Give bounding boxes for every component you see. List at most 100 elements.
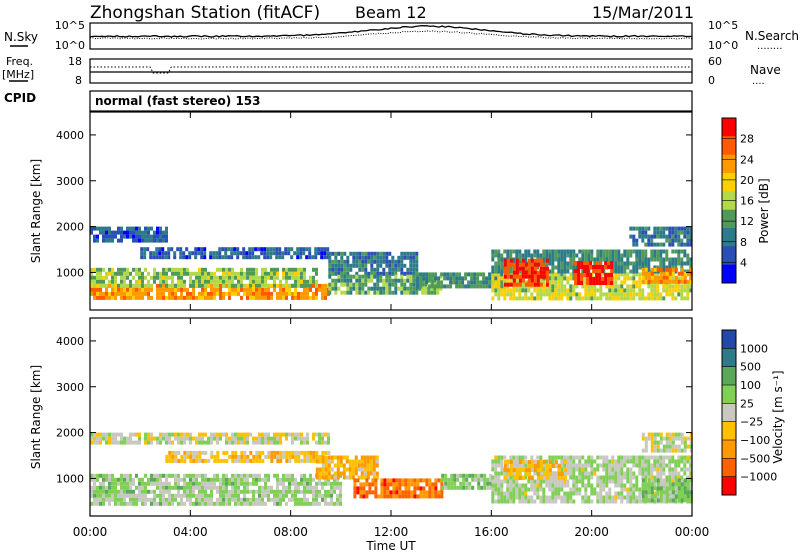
heatmap-cell xyxy=(509,262,513,267)
heatmap-cell xyxy=(246,436,249,441)
heatmap-cell xyxy=(168,493,171,498)
heatmap-cell xyxy=(285,287,288,292)
heatmap-cell xyxy=(132,497,135,502)
heatmap-cell xyxy=(180,275,183,280)
heatmap-cell xyxy=(662,459,666,464)
heatmap-cell xyxy=(312,275,315,280)
heatmap-cell xyxy=(557,265,561,270)
heatmap-cell xyxy=(611,296,615,301)
heatmap-cell xyxy=(500,487,504,492)
heatmap-cell xyxy=(647,234,651,239)
heatmap-cell xyxy=(671,284,675,289)
heatmap-cell xyxy=(360,467,364,472)
heatmap-cell xyxy=(324,432,327,437)
heatmap-cell xyxy=(327,475,331,480)
heatmap-cell xyxy=(395,494,399,499)
heatmap-cell xyxy=(150,295,153,300)
heatmap-cell xyxy=(363,459,367,464)
heatmap-cell xyxy=(228,489,231,494)
heatmap-cell xyxy=(587,257,591,262)
heatmap-cell xyxy=(473,284,477,289)
heatmap-cell xyxy=(569,495,573,500)
heatmap-cell xyxy=(586,281,590,285)
heatmap-cell xyxy=(279,287,282,292)
heatmap-cell xyxy=(578,479,582,484)
heatmap-cell xyxy=(111,275,114,280)
heatmap-cell xyxy=(216,436,219,441)
heatmap-cell xyxy=(614,483,618,488)
heatmap-cell xyxy=(605,459,609,464)
heatmap-cell xyxy=(315,450,319,455)
heatmap-cell xyxy=(321,475,325,480)
heatmap-cell xyxy=(306,436,309,441)
heatmap-cell xyxy=(412,255,416,260)
heatmap-cell xyxy=(173,251,177,256)
heatmap-cell xyxy=(440,482,444,487)
heatmap-cell xyxy=(486,485,490,490)
heatmap-cell xyxy=(638,261,642,266)
heatmap-cell xyxy=(518,253,522,258)
heatmap-cell xyxy=(336,455,340,460)
heatmap-cell xyxy=(201,501,204,506)
heatmap-cell xyxy=(604,281,608,285)
heatmap-cell xyxy=(213,501,216,506)
heatmap-cell xyxy=(171,295,174,300)
heatmap-cell xyxy=(572,491,576,496)
heatmap-cell xyxy=(261,432,264,437)
heatmap-cell xyxy=(686,269,690,274)
heatmap-cell xyxy=(596,253,600,258)
heatmap-cell xyxy=(156,275,159,280)
heatmap-cell xyxy=(572,253,576,258)
heatmap-cell xyxy=(431,490,435,495)
heatmap-cell xyxy=(373,255,377,260)
heatmap-cell xyxy=(614,495,618,500)
heatmap-cell xyxy=(524,280,528,285)
heatmap-cell xyxy=(99,295,102,300)
heatmap-cell xyxy=(641,261,645,266)
heatmap-cell xyxy=(650,249,654,254)
heatmap-cell xyxy=(270,485,273,490)
heatmap-cell xyxy=(626,475,630,480)
heatmap-cell xyxy=(483,473,487,478)
heatmap-cell xyxy=(598,277,602,281)
heatmap-cell xyxy=(336,467,340,472)
heatmap-cell xyxy=(153,275,156,280)
heatmap-cell xyxy=(611,499,615,504)
heatmap-cell xyxy=(276,275,279,280)
heatmap-cell xyxy=(321,497,324,502)
heatmap-cell xyxy=(309,489,312,494)
heatmap-cell xyxy=(309,454,313,459)
heatmap-cell xyxy=(462,473,466,478)
heatmap-cell xyxy=(285,473,288,478)
heatmap-cell xyxy=(512,471,516,476)
heatmap-cell xyxy=(264,489,267,494)
heatmap-cell xyxy=(213,271,216,276)
heatmap-cell xyxy=(626,499,630,504)
heatmap-cell xyxy=(659,265,663,270)
heatmap-cell xyxy=(297,436,300,441)
heatmap-cell xyxy=(551,464,555,469)
sky-search-panel: N.Sky 10^5 10^0 10^5 10^0 N.Search .....… xyxy=(4,19,799,52)
heatmap-cell xyxy=(557,276,561,281)
heatmap-cell xyxy=(392,490,396,495)
heatmap-cell xyxy=(315,279,318,284)
heatmap-cell xyxy=(255,450,259,455)
heatmap-cell xyxy=(334,255,338,260)
heatmap-cell xyxy=(93,481,96,486)
heatmap-cell xyxy=(497,491,501,496)
heatmap-cell xyxy=(183,287,186,292)
heatmap-cell xyxy=(569,257,573,262)
heatmap-cell xyxy=(447,477,451,482)
heatmap-cell xyxy=(440,494,444,499)
heatmap-cell xyxy=(635,284,639,289)
heatmap-cell xyxy=(503,258,507,263)
heatmap-cell xyxy=(198,454,202,459)
heatmap-cell xyxy=(99,291,102,296)
heatmap-cell xyxy=(352,274,356,279)
heatmap-cell xyxy=(470,284,474,289)
heatmap-cell xyxy=(367,255,371,260)
heatmap-cell xyxy=(111,295,114,300)
heatmap-cell xyxy=(391,290,395,295)
heatmap-cell xyxy=(346,267,350,272)
heatmap-cell xyxy=(159,493,162,498)
